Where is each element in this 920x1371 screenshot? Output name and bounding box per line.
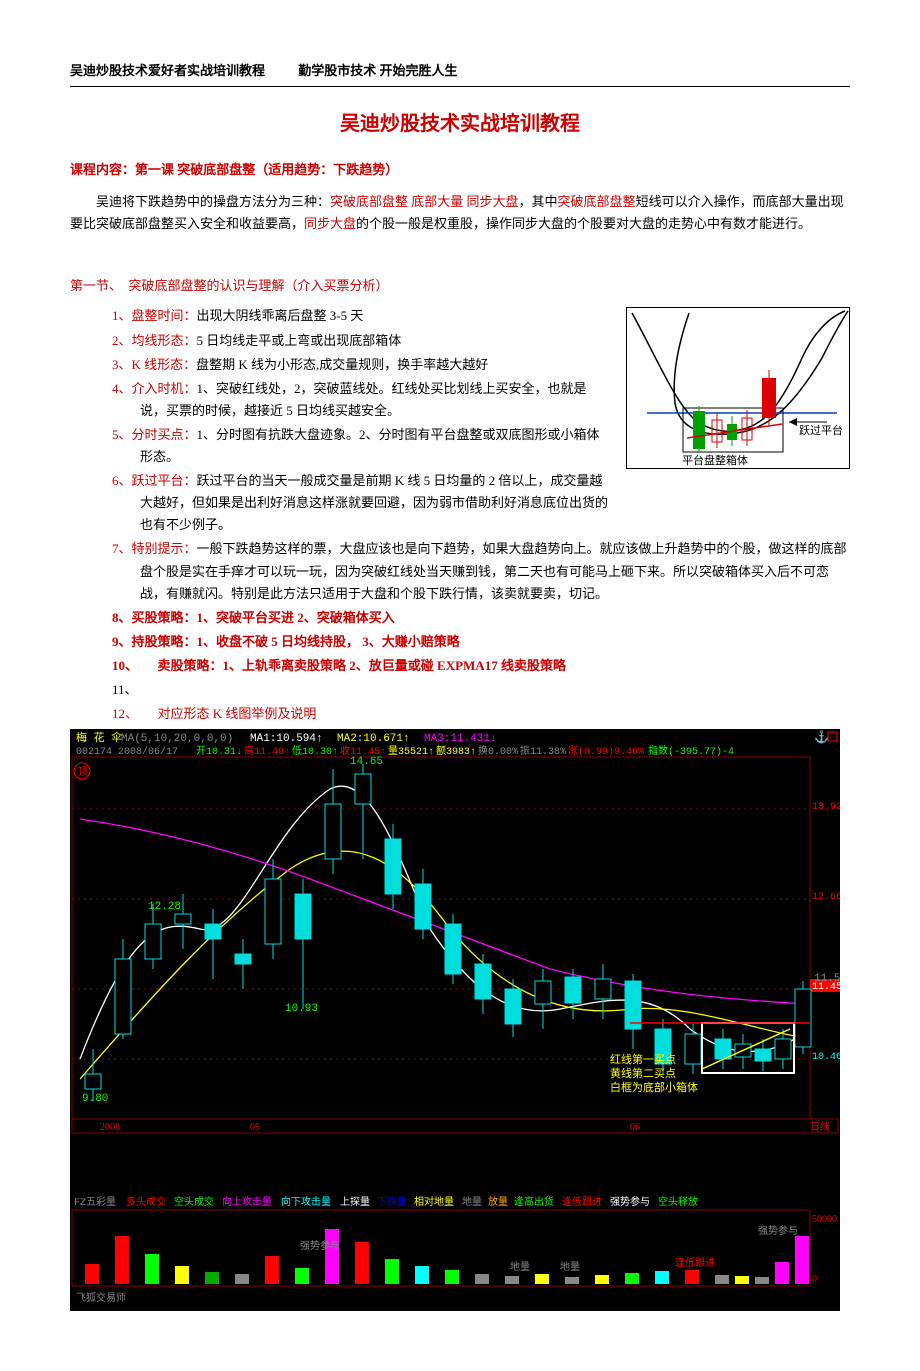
svg-text:白框为底部小箱体: 白框为底部小箱体 — [610, 1080, 698, 1095]
svg-text:相对地量: 相对地量 — [414, 1195, 454, 1208]
intro-hi1: 突破底部盘整 — [558, 194, 636, 209]
svg-text:向上攻击量: 向上攻击量 — [222, 1195, 272, 1208]
svg-text:逢低跟进: 逢低跟进 — [675, 1256, 715, 1269]
header-right: 勤学股市技术 开始完胜人生 — [298, 60, 457, 82]
svg-text:放量: 放量 — [488, 1195, 508, 1208]
svg-text:地量: 地量 — [510, 1260, 530, 1273]
page-header: 吴迪炒股技术爱好者实战培训教程 勤学股市技术 开始完胜人生 — [70, 60, 850, 87]
svg-text:日线: 日线 — [810, 1120, 830, 1133]
intro-paragraph: 吴迪将下跌趋势中的操盘方法分为三种：突破底部盘整 底部大量 同步大盘，其中突破底… — [70, 191, 850, 235]
intro-hi2: 同步大盘 — [304, 216, 356, 231]
svg-text:10.46: 10.46 — [812, 1052, 840, 1063]
item-12-num: 12、 — [112, 706, 132, 721]
svg-text:2008: 2008 — [100, 1122, 120, 1133]
chart-footer: 飞狐交易师 — [70, 1289, 840, 1311]
svg-text:空头成交: 空头成交 — [174, 1195, 214, 1208]
svg-text:002174 2008/06/17: 002174 2008/06/17 — [76, 746, 178, 758]
list-item: 7、特别提示：一般下跌趋势这样的票，大盘应该也是向下趋势，如果大盘趋势向上。就应… — [112, 538, 850, 604]
svg-text:逢高出货: 逢高出货 — [514, 1195, 554, 1208]
svg-text:多头成交: 多头成交 — [126, 1195, 166, 1208]
svg-text:12.66: 12.66 — [812, 892, 840, 903]
intro-tail: 的个股一般是权重股，操作同步大盘的个股要对大盘的走势心中有数才能进行。 — [356, 216, 811, 231]
svg-text:06: 06 — [630, 1122, 640, 1133]
svg-text:MA2:10.671↑: MA2:10.671↑ — [337, 733, 410, 745]
svg-text:MA3:11.431↓: MA3:11.431↓ — [424, 733, 497, 745]
header-left: 吴迪炒股技术爱好者实战培训教程 — [70, 60, 265, 82]
svg-text:向下攻击量: 向下攻击量 — [281, 1195, 331, 1208]
kline-chart: 梅 花 伞MA(5,10,20,0,0,0) MA1:10.594↑ MA2:10.… — [70, 729, 840, 1194]
svg-text:05: 05 — [250, 1122, 260, 1133]
svg-text:空头释放: 空头释放 — [658, 1195, 698, 1208]
svg-text:10.93: 10.93 — [285, 1003, 318, 1015]
pattern-diagram: 平台盘整箱体 跃过平台 — [626, 307, 850, 469]
svg-text:红线第一买点: 红线第一买点 — [610, 1052, 676, 1067]
svg-text:9.80: 9.80 — [82, 1093, 108, 1105]
svg-text:顶: 顶 — [78, 766, 88, 778]
kline-chart-wrap: 梅 花 伞MA(5,10,20,0,0,0) MA1:10.594↑ MA2:10.… — [70, 729, 840, 1311]
svg-text:低10.30↑: 低10.30↑ — [292, 744, 338, 758]
intro-pre: 吴迪将下跌趋势中的操盘方法分为三种： — [96, 194, 330, 209]
svg-text:梅 花 伞: 梅 花 伞 — [76, 730, 122, 745]
svg-text:振11.38%: 振11.38% — [520, 744, 566, 758]
svg-text:12.28: 12.28 — [148, 901, 181, 913]
svg-text:强势参与: 强势参与 — [610, 1195, 650, 1208]
course-line: 课程内容：第一课 突破底部盘整（适用趋势：下跌趋势） — [70, 159, 850, 181]
item-12-text: 对应形态 K 线图举例及说明 — [132, 706, 317, 721]
svg-text:FZ五彩量: FZ五彩量 — [74, 1196, 116, 1209]
svg-text:逢低跟进: 逢低跟进 — [562, 1195, 602, 1208]
item-12: 12、 对应形态 K 线图举例及说明 — [112, 703, 850, 725]
svg-text:下探量: 下探量 — [377, 1195, 407, 1208]
section-title: 第一节、 突破底部盘整的认识与理解（介入买票分析） — [70, 275, 850, 297]
list-item: 6、跃过平台：跃过平台的当天一般成交量是前期 K 线 5 日均量的 2 倍以上，… — [112, 470, 850, 536]
svg-text:50000: 50000 — [812, 1214, 837, 1225]
svg-text:涨(0.99)9.46%: 涨(0.99)9.46% — [568, 745, 644, 758]
volume-chart: FZ五彩量多头成交空头成交向上攻击量向下攻击量上探量下探量相对地量地量放量逢高出… — [70, 1194, 840, 1289]
main-title: 吴迪炒股技术实战培训教程 — [70, 107, 850, 141]
svg-text:高11.49↑: 高11.49↑ — [244, 744, 290, 758]
course-label: 课程内容： — [70, 162, 135, 177]
svg-text:地量: 地量 — [462, 1195, 482, 1208]
strategy-item: 8、买股策略：1、突破平台买进 2、突破箱体买入 — [112, 607, 850, 629]
intro-methods: 突破底部盘整 底部大量 同步大盘 — [330, 194, 519, 209]
svg-text:MA1:10.594↑: MA1:10.594↑ — [250, 733, 323, 745]
course-content: 第一课 突破底部盘整（适用趋势：下跌趋势） — [135, 162, 398, 177]
diagram-platform-label: 平台盘整箱体 — [682, 453, 748, 467]
svg-text:量35521↑: 量35521↑ — [388, 745, 434, 758]
content-wrap: 平台盘整箱体 跃过平台 1、盘整时间：出现大阴线乖离后盘整 3-5 天2、均线形… — [70, 305, 850, 725]
svg-text:强势参与: 强势参与 — [758, 1224, 798, 1237]
svg-text:13.92: 13.92 — [812, 802, 840, 813]
svg-text:上探量: 上探量 — [340, 1195, 370, 1208]
svg-text:MA(5,10,20,0,0,0): MA(5,10,20,0,0,0) — [121, 733, 233, 745]
svg-text:黄线第二买点: 黄线第二买点 — [610, 1066, 676, 1081]
svg-text:指数(-395.77)-4: 指数(-395.77)-4 — [648, 744, 734, 758]
item-11: 11、 — [112, 679, 850, 701]
svg-text:14.65: 14.65 — [350, 756, 383, 768]
svg-text:额3983↑: 额3983↑ — [436, 744, 476, 758]
svg-text:换0.00%: 换0.00% — [478, 744, 518, 758]
svg-text:开10.31↓: 开10.31↓ — [196, 746, 242, 758]
svg-text:地量: 地量 — [560, 1260, 580, 1273]
strategy-item: 9、持股策略：1、收盘不破 5 日均线持股， 3、大赚小赔策略 — [112, 631, 850, 653]
diagram-jump-label: 跃过平台 — [799, 423, 843, 437]
svg-text:⚓: ⚓ — [814, 730, 829, 744]
strategy-item: 10、 卖股策略：1、上轨乖离卖股策略 2、放巨量或碰 EXPMA17 线卖股策… — [112, 655, 850, 677]
svg-text:强势参与: 强势参与 — [300, 1239, 340, 1252]
svg-text:11.51: 11.51 — [814, 973, 840, 985]
svg-text:0: 0 — [812, 1274, 817, 1285]
intro-mid: ，其中 — [519, 194, 558, 209]
